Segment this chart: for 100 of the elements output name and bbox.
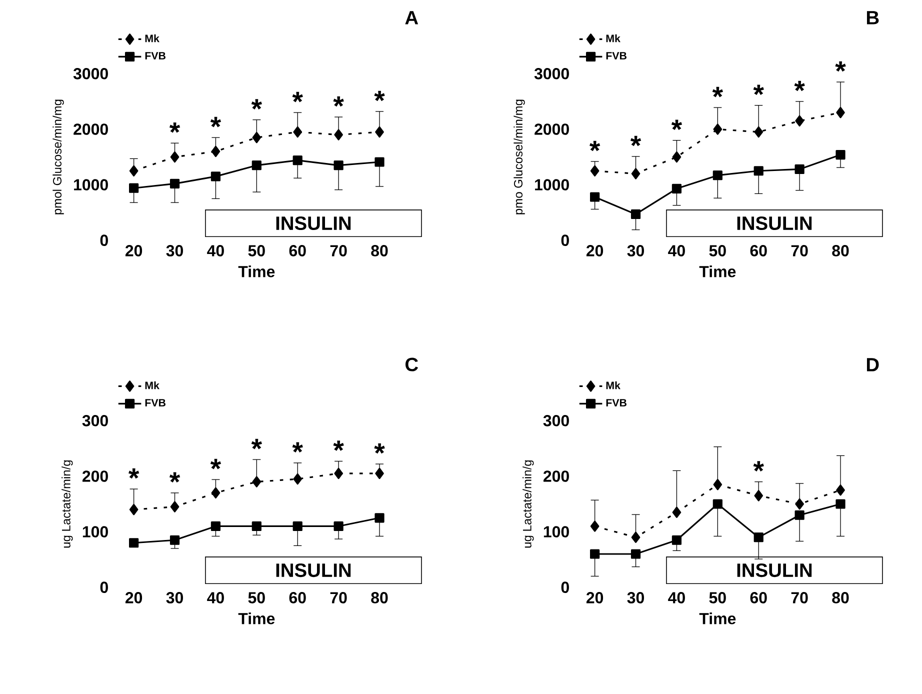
point xyxy=(293,126,302,138)
point xyxy=(794,510,804,520)
annotation: * xyxy=(169,472,180,483)
y-tick-label: 0 xyxy=(100,582,108,593)
x-tick-label: 50 xyxy=(248,245,265,256)
x-tick-label: 30 xyxy=(627,592,644,604)
point xyxy=(252,521,262,532)
annotation: * xyxy=(251,438,262,450)
y-tick-label: 0 xyxy=(561,234,569,246)
legend-label: Mk xyxy=(606,34,620,42)
y-tick-label: 1000 xyxy=(535,179,569,190)
y-tick-label: 2000 xyxy=(74,124,108,135)
annotation: * xyxy=(753,84,764,95)
y-tick-label: 2000 xyxy=(534,124,569,135)
x-tick-label: 40 xyxy=(668,592,685,604)
point xyxy=(129,183,139,193)
annotation: * xyxy=(210,458,222,470)
x-axis-title: Time xyxy=(699,612,736,624)
point xyxy=(836,499,846,509)
point xyxy=(713,478,722,490)
point xyxy=(631,532,640,543)
point xyxy=(375,468,384,480)
legend-label: FVB xyxy=(145,399,166,406)
point xyxy=(590,549,600,559)
point xyxy=(754,490,764,502)
x-tick-label: 70 xyxy=(791,592,808,604)
chart-title: C xyxy=(405,358,418,372)
y-tick-label: 300 xyxy=(543,415,569,426)
point xyxy=(211,487,220,498)
point xyxy=(334,521,344,532)
annotation: INSULIN xyxy=(276,563,351,578)
y-axis-title: ug Lactate/min/g xyxy=(62,460,73,548)
point xyxy=(129,165,138,176)
point xyxy=(374,513,384,523)
annotation: INSULIN xyxy=(737,563,812,578)
point xyxy=(334,129,343,140)
point xyxy=(129,504,138,516)
point xyxy=(293,473,302,485)
y-axis-title: pmol Glucose/min/mg xyxy=(52,100,64,214)
point xyxy=(375,126,384,138)
legend-label: Mk xyxy=(145,34,160,42)
annotation: * xyxy=(835,61,846,72)
point xyxy=(630,209,641,220)
x-tick-label: 20 xyxy=(586,245,604,256)
point xyxy=(713,124,722,135)
legend-label: FVB xyxy=(606,399,626,406)
chart-title: D xyxy=(866,358,879,372)
annotation: INSULIN xyxy=(737,216,812,230)
point xyxy=(590,165,600,176)
annotation: * xyxy=(374,90,385,102)
y-tick-label: 100 xyxy=(544,526,569,538)
point xyxy=(754,166,764,176)
annotation: * xyxy=(333,96,344,107)
annotation: INSULIN xyxy=(276,216,351,230)
legend-label: Mk xyxy=(606,381,620,390)
annotation: * xyxy=(292,442,303,453)
legend-label: FVB xyxy=(606,52,626,60)
point xyxy=(210,521,221,532)
annotation: * xyxy=(333,440,344,451)
x-tick-label: 50 xyxy=(248,592,265,604)
annotation: * xyxy=(292,92,303,102)
point xyxy=(630,549,641,559)
x-tick-label: 20 xyxy=(125,592,142,604)
point xyxy=(252,476,262,488)
y-tick-label: 300 xyxy=(82,415,108,426)
y-axis-title: pmo Glucosel/min/mg xyxy=(514,100,525,214)
point xyxy=(712,170,722,180)
point xyxy=(170,151,180,163)
point xyxy=(672,506,682,518)
annotation: * xyxy=(251,99,262,110)
x-tick-label: 60 xyxy=(750,245,767,256)
x-tick-label: 40 xyxy=(207,245,224,256)
y-tick-label: 200 xyxy=(543,470,569,482)
annotation: * xyxy=(128,468,140,479)
y-axis-title: ug Lactate/min/g xyxy=(522,460,534,548)
y-tick-label: 100 xyxy=(82,526,108,538)
point xyxy=(794,164,804,174)
x-tick-label: 70 xyxy=(330,245,347,256)
y-tick-label: 200 xyxy=(82,470,108,482)
x-axis-title: Time xyxy=(238,266,275,278)
y-tick-label: 0 xyxy=(561,582,569,593)
point xyxy=(211,146,220,158)
point xyxy=(252,160,262,170)
chart-title: B xyxy=(866,11,879,24)
point xyxy=(170,178,180,188)
annotation: * xyxy=(794,80,805,92)
point xyxy=(672,184,682,194)
x-tick-label: 70 xyxy=(330,592,347,604)
annotation: * xyxy=(374,443,385,454)
point xyxy=(252,132,262,144)
y-tick-label: 0 xyxy=(100,234,108,246)
point xyxy=(292,156,302,166)
x-tick-label: 60 xyxy=(289,592,306,604)
x-tick-label: 80 xyxy=(832,245,849,256)
point xyxy=(129,538,139,548)
point xyxy=(795,498,804,510)
point xyxy=(795,115,804,126)
x-tick-label: 50 xyxy=(709,245,726,256)
point xyxy=(836,106,845,118)
point xyxy=(836,484,845,496)
